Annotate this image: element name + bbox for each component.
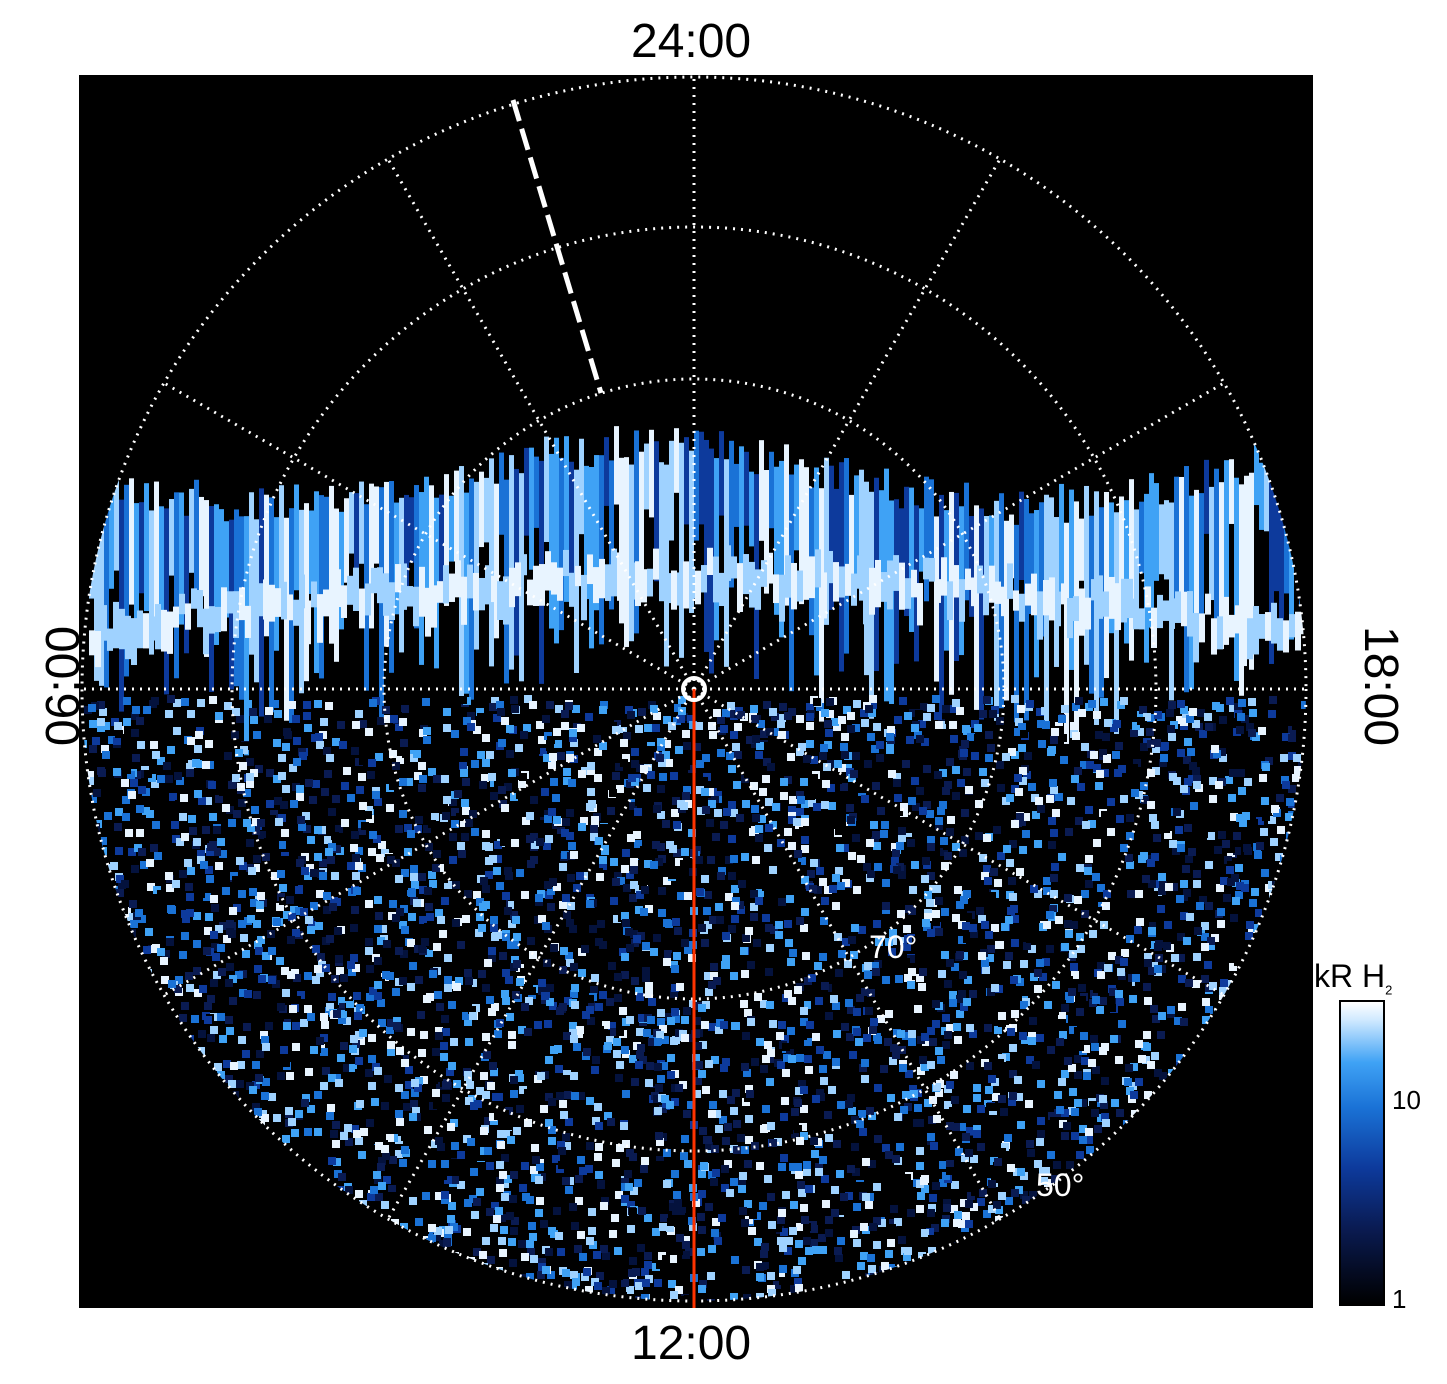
polar-projection-panel: 70° 50° xyxy=(79,75,1313,1308)
grid-spoke xyxy=(386,688,696,1220)
grid-circle-inner xyxy=(382,377,1006,1001)
grid-circle-mid xyxy=(230,225,1158,1153)
colorbar-tick-10: 10 xyxy=(1392,1085,1421,1115)
grid-spoke xyxy=(693,687,1225,997)
grid-spoke xyxy=(163,381,695,691)
colorbar-title: kR H2 xyxy=(1314,958,1393,998)
local-time-label-12: 12:00 xyxy=(631,1317,752,1370)
grid-spoke xyxy=(163,687,695,997)
grid-spoke xyxy=(692,158,1002,690)
grid-spoke xyxy=(386,158,696,690)
latitude-label-50: 50° xyxy=(1036,1167,1084,1203)
grid-spoke xyxy=(693,381,1225,691)
auroral-emission-layer xyxy=(82,426,1306,1301)
latitude-label-70: 70° xyxy=(869,929,917,965)
local-time-label-24: 24:00 xyxy=(631,15,752,68)
pole-marker xyxy=(681,676,707,702)
dashed-reference-line xyxy=(510,99,604,394)
polar-auroral-map: 70° 50° xyxy=(80,75,1308,1308)
colorbar xyxy=(1339,1000,1385,1306)
local-time-label-18: 18:00 xyxy=(1354,625,1407,747)
colorbar-tick-1: 1 xyxy=(1392,1284,1407,1314)
grid-spoke xyxy=(692,688,1002,1220)
